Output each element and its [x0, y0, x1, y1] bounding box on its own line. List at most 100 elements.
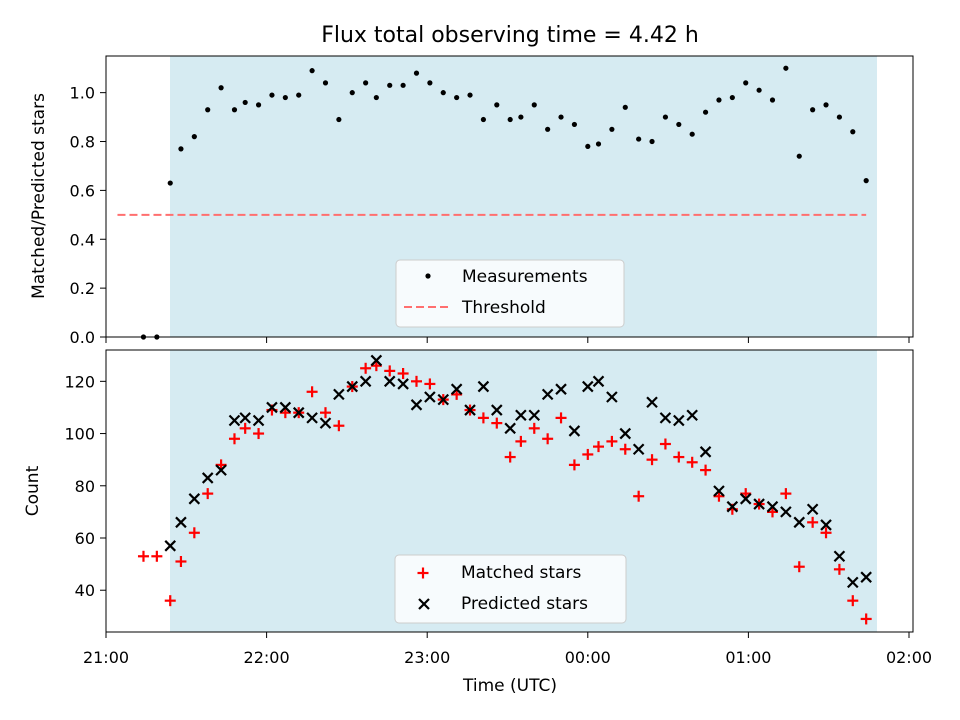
measurement-point [571, 121, 578, 128]
y-tick-label: 80 [75, 477, 95, 496]
predicted-star-point [619, 427, 632, 440]
y-tick-label: 120 [64, 372, 95, 391]
predicted-star-point [820, 519, 832, 531]
matched-star-point [659, 438, 671, 450]
measurement-point [716, 97, 722, 103]
matched-star-point [515, 435, 527, 447]
chart-title: Flux total observing time = 4.42 h [321, 23, 699, 48]
bottom-legend: Matched stars Predicted stars [394, 554, 627, 624]
predicted-star-point [860, 571, 872, 583]
bottom-panel: 40 60 80 100 120 21:00 22:00 23:00 00:00 01:00 02… [23, 349, 932, 696]
predicted-star-point [726, 500, 739, 513]
matched-star-point [793, 561, 805, 573]
matched-star-point [542, 433, 554, 445]
measurement-point [363, 80, 369, 86]
measurement-point [309, 68, 315, 74]
legend-threshold-label: Threshold [461, 298, 546, 318]
measurement-point [231, 107, 238, 113]
measurement-point [518, 114, 524, 120]
measurement-point [218, 85, 224, 91]
bottom-y-axis-label: Count [23, 465, 43, 516]
matched-star-point [491, 417, 503, 429]
measurement-point [595, 141, 602, 147]
predicted-star-point [847, 576, 859, 589]
predicted-star-point [292, 406, 305, 419]
measurement-point [480, 116, 487, 123]
measurement-point [769, 97, 776, 103]
measurement-point [836, 114, 843, 120]
matched-star-point [175, 556, 187, 567]
predicted-star-point [201, 472, 214, 484]
matched-star-point [239, 422, 251, 434]
measurement-point [729, 94, 735, 101]
matched-star-point [568, 459, 580, 471]
matched-star-point [477, 412, 489, 424]
matched-star-point [151, 550, 163, 562]
x-tick-label: 22:00 [244, 648, 290, 667]
measurement-point [467, 92, 473, 98]
predicted-star-point [383, 375, 396, 388]
legend-predicted-marker [418, 598, 430, 610]
legend-measurements-label: Measurements [462, 267, 588, 287]
predicted-star-point [346, 380, 359, 393]
predicted-star-point [568, 425, 581, 437]
matched-star-point [820, 527, 832, 539]
y-tick-label: 0.4 [70, 230, 95, 249]
matched-star-point [673, 451, 685, 463]
predicted-star-point [528, 409, 541, 422]
predicted-star-point [188, 493, 201, 505]
matched-star-point [504, 451, 516, 463]
matched-star-point [253, 428, 265, 440]
measurement-point [649, 138, 655, 145]
measurement-point [387, 82, 393, 88]
y-tick-label: 0.6 [70, 181, 95, 200]
predicted-star-point [753, 498, 765, 510]
matched-star-point [164, 595, 176, 607]
measurement-point [702, 109, 709, 115]
measurement-point [531, 102, 537, 108]
predicted-star-point [397, 378, 409, 390]
measurement-point [743, 80, 749, 86]
y-tick-label: 100 [64, 425, 95, 444]
top-legend-box [395, 259, 625, 328]
bottom-plot-frame [105, 349, 914, 633]
measurement-point [255, 102, 262, 108]
top-panel: 0.0 0.2 0.4 0.6 0.8 1.0 Matched/Predicted sta… [29, 55, 914, 347]
legend-matched-marker [417, 567, 429, 579]
measurement-point [494, 102, 500, 108]
matched-star-point [686, 456, 698, 468]
predicted-star-point [766, 500, 779, 513]
measurement-point [440, 90, 446, 96]
predicted-star-point [699, 446, 712, 458]
predicted-star-point [780, 506, 792, 518]
predicted-star-point [659, 412, 672, 424]
matched-star-point [780, 488, 792, 500]
measurement-point [756, 87, 762, 93]
x-tick-label: 01:00 [725, 648, 771, 667]
measurement-point [296, 92, 302, 98]
matched-star-point [646, 454, 658, 466]
predicted-star-point [215, 464, 227, 476]
measurement-point [622, 104, 628, 110]
predicted-star-point [582, 380, 594, 393]
measurement-point [558, 114, 564, 120]
predicted-star-point [164, 540, 177, 552]
matched-star-point [700, 464, 712, 476]
predicted-star-point [359, 375, 372, 388]
predicted-star-point [477, 380, 490, 393]
matched-star-point [528, 422, 540, 434]
predicted-star-point [333, 388, 345, 401]
legend-predicted-label: Predicted stars [461, 594, 588, 614]
measurement-point [349, 90, 355, 96]
measurement-point [810, 107, 816, 113]
predicted-star-point [833, 550, 846, 563]
legend-matched-label: Matched stars [461, 563, 581, 583]
matched-star-point [319, 407, 331, 419]
predicted-star-point [266, 401, 278, 414]
x-tick-label: 02:00 [886, 648, 932, 667]
measurement-point [178, 146, 184, 152]
predicted-star-point [606, 391, 618, 403]
measurement-point [796, 153, 802, 159]
predicted-star-point [806, 503, 819, 516]
